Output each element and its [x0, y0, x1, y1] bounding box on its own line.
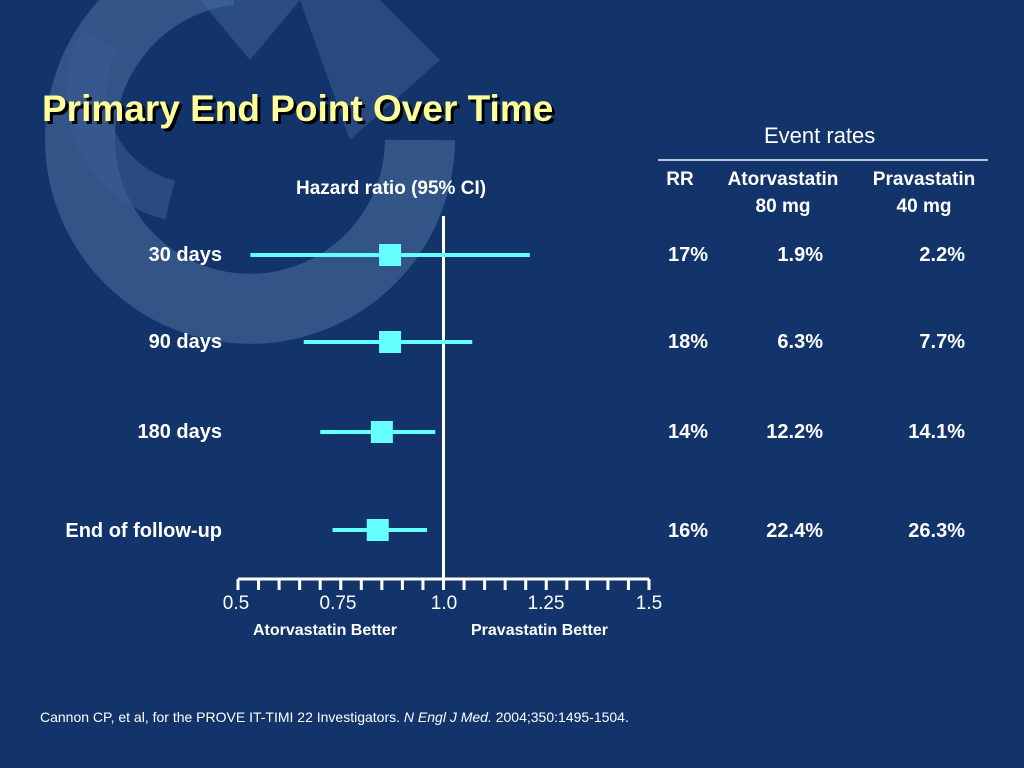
hazard-ratio-marker [379, 331, 402, 353]
hazard-ratio-marker [366, 519, 389, 541]
x-tick-label: 0.75 [319, 593, 357, 614]
pravastatin-better-label: Pravastatin Better [471, 622, 608, 639]
cell-atorvastatin: 22.4% [766, 520, 823, 542]
column-header-atorvastatin-line2: 80 mg [755, 196, 811, 217]
cell-pravastatin: 7.7% [919, 331, 965, 353]
cell-atorvastatin: 1.9% [777, 244, 823, 266]
cell-atorvastatin: 6.3% [777, 331, 823, 353]
x-tick-label: 1.5 [635, 593, 663, 614]
column-header-pravastatin-line1: Pravastatin [872, 169, 976, 190]
event-rates-header: Event rates [764, 123, 876, 148]
column-header-atorvastatin: Atorvastatin 80 mg [712, 166, 854, 220]
row-label-end-of-follow-up: End of follow-up [65, 520, 222, 542]
atorvastatin-better-label: Atorvastatin Better [253, 622, 398, 639]
slide-title: Primary End Point Over Time [42, 88, 554, 129]
hazard-ratio-marker [379, 244, 402, 266]
cell-rr: 17% [667, 244, 708, 266]
column-header-pravastatin: Pravastatin 40 mg [858, 166, 990, 220]
column-header-pravastatin-line2: 40 mg [896, 196, 952, 217]
table-header-rule [658, 159, 988, 161]
column-header-atorvastatin-line1: Atorvastatin [727, 169, 839, 190]
x-tick-label: 1.25 [527, 593, 565, 614]
cell-rr: 18% [667, 331, 708, 353]
cell-pravastatin: 2.2% [919, 244, 965, 266]
citation-suffix: 2004;350:1495-1504. [495, 709, 629, 725]
citation: Cannon CP, et al, for the PROVE IT-TIMI … [40, 709, 629, 725]
hazard-ratio-marker [370, 421, 393, 443]
row-label-90-days: 90 days [148, 331, 222, 353]
cell-pravastatin: 26.3% [908, 520, 965, 542]
citation-journal: N Engl J Med. [403, 709, 492, 725]
chart-title: Hazard ratio (95% CI) [296, 178, 487, 199]
row-label-180-days: 180 days [137, 421, 222, 443]
cell-rr: 14% [667, 421, 708, 443]
cell-rr: 16% [667, 520, 708, 542]
column-header-rr-line1: RR [666, 169, 694, 190]
column-header-rr: RR [656, 166, 704, 193]
citation-prefix: Cannon CP, et al, for the PROVE IT-TIMI … [40, 709, 401, 725]
cell-atorvastatin: 12.2% [766, 421, 823, 443]
cell-pravastatin: 14.1% [908, 421, 965, 443]
x-tick-label: 0.5 [222, 593, 250, 614]
x-tick-label: 1.0 [430, 593, 458, 614]
row-label-30-days: 30 days [148, 244, 222, 266]
